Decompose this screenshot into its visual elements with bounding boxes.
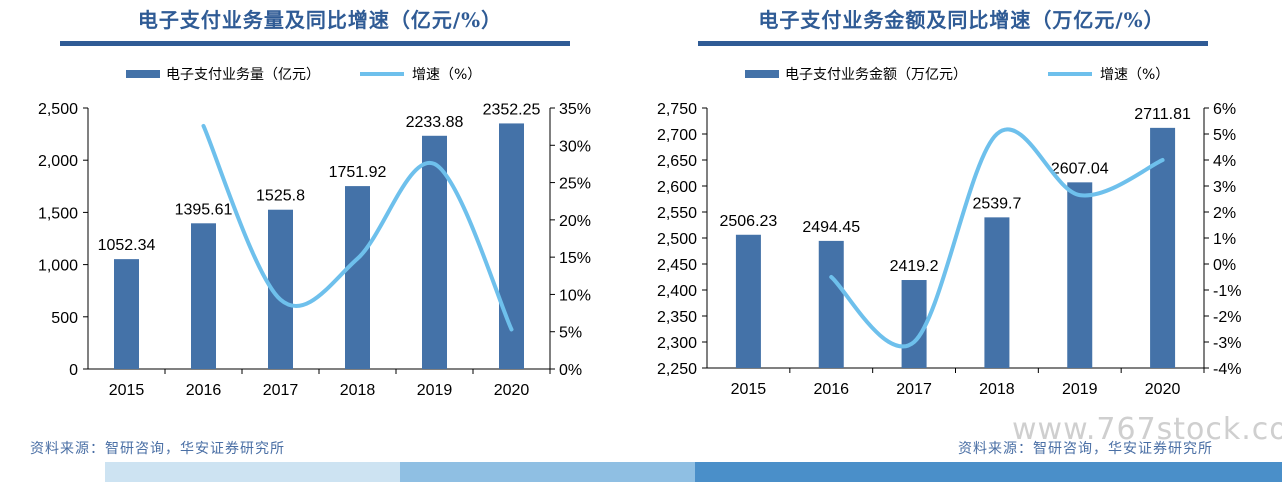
x-tick-label: 2015 xyxy=(109,382,145,399)
bar-2017 xyxy=(901,280,927,368)
bar-2015 xyxy=(735,234,761,368)
y2-tick-label: 1% xyxy=(1213,231,1236,248)
x-tick-label: 2016 xyxy=(186,382,222,399)
y2-tick-label: 25% xyxy=(559,176,591,193)
y-tick-label: 1,500 xyxy=(38,205,78,222)
y2-tick-label: 30% xyxy=(559,138,591,155)
footer-strip-medium xyxy=(400,462,695,482)
y2-tick-label: 0% xyxy=(1213,257,1236,274)
footer-strip-light xyxy=(105,462,400,482)
x-tick-label: 2020 xyxy=(1145,381,1181,398)
y2-tick-label: -4% xyxy=(1213,361,1241,378)
x-tick-label: 2018 xyxy=(340,382,376,399)
bar-2020 xyxy=(499,123,524,369)
x-tick-label: 2020 xyxy=(494,382,530,399)
title-rule xyxy=(60,41,570,46)
chart-title: 电子支付业务量及同比增速（亿元/%） xyxy=(137,8,503,32)
x-tick-label: 2017 xyxy=(263,382,299,399)
bar-2020 xyxy=(1150,127,1176,369)
y2-tick-label: -1% xyxy=(1213,283,1241,300)
volume-chart: 电子支付业务量（亿元） 增速（%） 0 500 1,000 1,500 2,000 2,500… xyxy=(38,67,591,399)
y-tick-label: 2,700 xyxy=(657,127,697,144)
data-label-2018: 2539.7 xyxy=(972,195,1021,212)
y-tick-label: 2,650 xyxy=(657,153,697,170)
legend-label-bar: 电子支付业务量（亿元） xyxy=(166,67,320,83)
data-label-2018: 1751.92 xyxy=(329,164,387,181)
bar-2016 xyxy=(818,240,844,368)
y-tick-label: 2,500 xyxy=(657,231,697,248)
y2-tick-label: 10% xyxy=(559,287,591,304)
bar-2015 xyxy=(114,259,139,369)
amount-chart: 电子支付业务金额（万亿元） 增速（%） 2,250 2,300 2,350 2,400 2,… xyxy=(657,67,1242,398)
source-note: 资料来源：智研咨询，华安证券研究所 xyxy=(958,441,1213,457)
data-label-2016: 1395.61 xyxy=(175,201,233,218)
watermark: www.767stock.com xyxy=(1012,412,1282,447)
data-label-2019: 2607.04 xyxy=(1051,160,1109,177)
right-chart-panel: 电子支付业务金额及同比增速（万亿元/%） 电子支付业务金额（万亿元） 增速（%） 2… xyxy=(641,0,1282,490)
y-tick-label: 2,000 xyxy=(38,153,78,170)
legend-label-bar: 电子支付业务金额（万亿元） xyxy=(785,67,967,83)
y2-tick-label: 4% xyxy=(1213,153,1236,170)
data-label-2015: 2506.23 xyxy=(719,213,777,230)
chart-title: 电子支付业务金额及同比增速（万亿元/%） xyxy=(758,8,1165,32)
data-label-2015: 1052.34 xyxy=(98,237,156,254)
y2-tick-label: 5% xyxy=(559,325,582,342)
y-tick-label: 2,250 xyxy=(657,361,697,378)
y2-tick-label: -3% xyxy=(1213,335,1241,352)
legend-label-line: 增速（%） xyxy=(412,67,481,83)
data-label-2019: 2233.88 xyxy=(406,114,464,131)
legend-swatch-bar xyxy=(126,70,160,78)
y-tick-label: 2,500 xyxy=(38,101,78,118)
legend-label-line: 增速（%） xyxy=(1100,67,1169,83)
y-tick-label: 1,000 xyxy=(38,258,78,275)
y-tick-label: 2,750 xyxy=(657,101,697,118)
growth-line xyxy=(829,127,1165,349)
y-tick-label: 2,550 xyxy=(657,205,697,222)
source-note: 资料来源：智研咨询，华安证券研究所 xyxy=(30,441,285,457)
bar-2016 xyxy=(191,223,216,369)
y-tick-label: 2,600 xyxy=(657,179,697,196)
y-tick-label: 2,350 xyxy=(657,309,697,326)
data-label-2016: 2494.45 xyxy=(802,219,860,236)
bar-2019 xyxy=(422,135,447,369)
y2-tick-label: 0% xyxy=(559,362,582,379)
footer-strip-dark xyxy=(695,462,1282,482)
legend-swatch-bar xyxy=(745,70,779,78)
y-tick-label: 2,450 xyxy=(657,257,697,274)
y2-tick-label: 2% xyxy=(1213,205,1236,222)
y-tick-label: 2,300 xyxy=(657,335,697,352)
x-tick-label: 2016 xyxy=(813,381,849,398)
data-label-2017: 1525.8 xyxy=(256,188,305,205)
x-tick-label: 2019 xyxy=(1062,381,1098,398)
left-chart-panel: 电子支付业务量及同比增速（亿元/%） 电子支付业务量（亿元） 增速（%） 0 500 1… xyxy=(0,0,640,490)
y2-tick-label: 5% xyxy=(1213,127,1236,144)
y2-tick-label: 6% xyxy=(1213,101,1236,118)
y2-tick-label: 20% xyxy=(559,213,591,230)
y-tick-label: 2,400 xyxy=(657,283,697,300)
bar-2019 xyxy=(1067,182,1093,368)
x-tick-label: 2018 xyxy=(979,381,1015,398)
growth-line xyxy=(201,123,514,332)
data-label-2017: 2419.2 xyxy=(890,258,939,275)
y-tick-label: 500 xyxy=(51,310,78,327)
bar-2018 xyxy=(984,217,1010,368)
y-tick-label: 0 xyxy=(69,362,78,379)
title-rule xyxy=(698,41,1208,46)
x-tick-label: 2017 xyxy=(896,381,932,398)
x-tick-label: 2015 xyxy=(731,381,767,398)
bar-2018 xyxy=(345,186,370,369)
x-tick-label: 2019 xyxy=(417,382,453,399)
y2-tick-label: 35% xyxy=(559,101,591,118)
y2-tick-label: 15% xyxy=(559,250,591,267)
data-label-2020: 2711.81 xyxy=(1134,106,1191,123)
y2-tick-label: 3% xyxy=(1213,179,1236,196)
data-label-2020: 2352.25 xyxy=(483,101,541,118)
y2-tick-label: -2% xyxy=(1213,309,1241,326)
